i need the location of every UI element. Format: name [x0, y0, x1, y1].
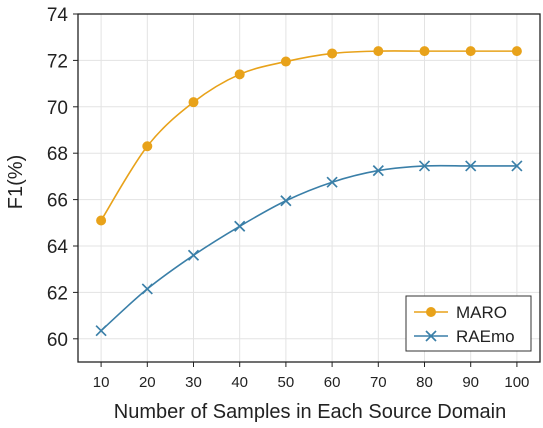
axis-ticks: 10 20 30 40 50 60 70 80 90 100 60 62 64 66 68 70 72 74: [47, 5, 530, 391]
data-point-maro: [465, 46, 476, 57]
legend-label: MARO: [456, 303, 507, 322]
series-layer: [95, 46, 523, 337]
legend: MARO RAEmo: [405, 295, 532, 352]
x-tick-label: 30: [185, 374, 202, 391]
data-point-raemo: [187, 249, 200, 261]
x-tick-label: 70: [370, 374, 387, 391]
legend-marker: [425, 330, 437, 342]
y-tick-label: 62: [47, 283, 68, 304]
x-tick-label: 90: [462, 374, 479, 391]
legend-marker: [426, 307, 436, 317]
data-point-maro: [188, 97, 199, 108]
series-line-raemo: [100, 164, 517, 332]
data-point-raemo: [280, 195, 292, 207]
x-tick-label: 100: [504, 374, 529, 391]
y-tick-label: 72: [47, 51, 68, 72]
series-raemo: [95, 160, 523, 337]
y-tick-label: 66: [47, 191, 68, 212]
plot-frame: [77, 13, 541, 363]
y-tick-label: 68: [47, 144, 68, 165]
data-point-raemo: [511, 160, 523, 172]
data-point-maro: [142, 141, 153, 152]
data-point-raemo: [465, 160, 477, 172]
data-point-raemo: [372, 164, 384, 177]
legend-item-raemo: RAEmo: [414, 327, 515, 346]
data-point-maro: [96, 215, 107, 226]
data-point-raemo: [141, 283, 153, 295]
data-point-maro: [280, 56, 291, 67]
data-point-maro: [373, 46, 384, 57]
y-axis-label: F1(%): [5, 155, 27, 209]
legend-item-maro: MARO: [414, 303, 507, 322]
x-axis-label: Number of Samples in Each Source Domain: [114, 401, 506, 423]
y-tick-label: 60: [47, 330, 68, 351]
data-point-maro: [234, 69, 245, 80]
legend-label: RAEmo: [456, 327, 515, 346]
legend-box: [405, 295, 532, 352]
x-tick-label: 60: [324, 374, 341, 391]
x-tick-label: 20: [139, 374, 156, 391]
y-tick-label: 70: [47, 98, 68, 119]
data-point-raemo: [326, 176, 338, 188]
data-point-raemo: [418, 160, 431, 172]
x-tick-label: 40: [231, 374, 248, 391]
x-tick-label: 10: [93, 374, 110, 391]
data-point-maro: [511, 46, 522, 57]
y-tick-label: 64: [47, 237, 69, 258]
data-point-raemo: [234, 220, 246, 232]
y-tick-label: 74: [47, 5, 69, 26]
x-tick-label: 50: [278, 374, 295, 391]
x-tick-label: 80: [416, 374, 433, 391]
series-line-maro: [100, 50, 517, 221]
series-maro: [96, 46, 522, 226]
data-point-raemo: [95, 325, 107, 337]
data-point-maro: [327, 48, 338, 59]
data-point-maro: [419, 46, 430, 57]
